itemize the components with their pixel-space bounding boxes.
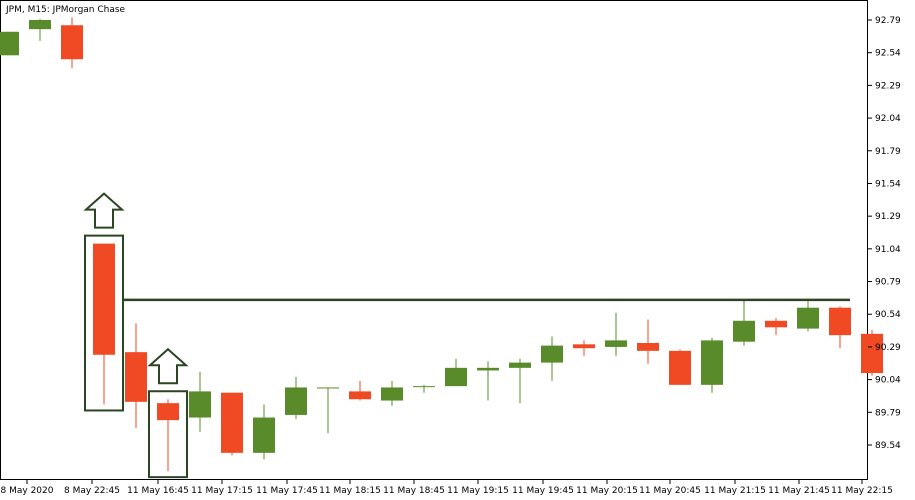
x-tick-label: 11 May 20:15 — [576, 486, 638, 496]
x-tick-label: 11 May 19:45 — [512, 486, 574, 496]
x-tick-label: 8 May 22:45 — [64, 486, 120, 496]
y-tick-label: 90.29 — [875, 343, 901, 353]
candle — [637, 319, 659, 364]
candle — [541, 336, 563, 381]
candle — [509, 358, 531, 404]
candle-body — [637, 343, 659, 351]
candle-body — [189, 391, 211, 418]
y-tick-label: 91.04 — [875, 245, 901, 255]
candle-body — [125, 352, 147, 402]
candle — [381, 380, 403, 406]
candle — [445, 358, 467, 387]
y-tick-label: 91.54 — [875, 179, 901, 189]
candle-body — [221, 392, 243, 453]
candle — [0, 31, 19, 56]
candle-body — [669, 350, 691, 385]
candle-body — [0, 31, 19, 56]
x-tick-label: 11 May 17:45 — [256, 486, 318, 496]
y-tick-label: 92.79 — [875, 16, 901, 26]
x-tick-label: 11 May 16:45 — [127, 486, 189, 496]
candle — [669, 349, 691, 385]
candle — [477, 361, 499, 401]
annotations-layer — [83, 192, 850, 479]
x-tick-label: 11 May 18:45 — [383, 486, 445, 496]
candle — [61, 17, 83, 69]
candle — [253, 404, 275, 460]
x-tick-label: 11 May 17:15 — [191, 486, 253, 496]
candle — [189, 371, 211, 432]
y-tick-label: 92.04 — [875, 114, 901, 124]
candle — [349, 380, 371, 401]
candle — [765, 318, 787, 336]
candle — [157, 399, 179, 472]
up-arrow-icon — [83, 192, 125, 229]
candle-body — [381, 387, 403, 401]
candle-body — [413, 386, 435, 388]
candle-body — [829, 307, 851, 336]
candle — [221, 392, 243, 456]
candle — [733, 299, 755, 346]
candle-body — [701, 340, 723, 385]
candle-body — [765, 320, 787, 328]
candle — [829, 306, 851, 349]
candle-body — [253, 417, 275, 453]
price-axis: 92.79 92.54 92.29 92.04 91.79 91.54 91.29 91.04… — [868, 16, 901, 451]
candle-body — [445, 367, 467, 387]
candle — [413, 384, 435, 393]
y-tick-label: 90.54 — [875, 310, 901, 320]
x-tick-label: 11 May 18:15 — [319, 486, 381, 496]
y-tick-label: 89.79 — [875, 408, 901, 418]
x-tick-label: 11 May 19:15 — [447, 486, 509, 496]
candle — [605, 312, 627, 357]
y-tick-label: 92.29 — [875, 81, 901, 91]
candle — [861, 329, 883, 376]
y-tick-label: 89.54 — [875, 441, 901, 451]
candle-body — [93, 243, 115, 355]
candle-body — [61, 25, 83, 60]
y-tick-label: 90.79 — [875, 278, 901, 288]
x-tick-label: 11 May 22:15 — [831, 486, 893, 496]
y-tick-label: 91.79 — [875, 147, 901, 157]
highlight-box — [84, 234, 124, 412]
candle-body — [349, 391, 371, 400]
candle-body — [797, 307, 819, 329]
candle-body — [605, 340, 627, 347]
y-tick-label: 92.54 — [875, 49, 901, 59]
up-arrow-icon — [147, 347, 189, 385]
candle — [29, 18, 51, 41]
candle-body — [317, 387, 339, 389]
candle-body — [29, 20, 51, 30]
x-tick-label: 8 May 2020 — [1, 486, 54, 496]
chart-border — [0, 0, 868, 480]
candle-body — [573, 344, 595, 349]
highlight-box — [148, 390, 188, 479]
candle — [573, 340, 595, 357]
candle-body — [733, 320, 755, 342]
candle-body — [541, 345, 563, 363]
candle — [701, 337, 723, 393]
candle-body — [861, 333, 883, 374]
candle-body — [157, 403, 179, 421]
candle — [93, 243, 115, 405]
candle — [317, 387, 339, 434]
x-tick-label: 11 May 21:45 — [768, 486, 830, 496]
candles-layer — [0, 17, 883, 472]
candle-body — [285, 387, 307, 415]
y-tick-label: 91.29 — [875, 212, 901, 222]
x-tick-label: 11 May 21:15 — [704, 486, 766, 496]
candle-body — [477, 367, 499, 371]
candle — [285, 377, 307, 419]
x-tick-label: 11 May 20:45 — [639, 486, 701, 496]
candle-body — [509, 362, 531, 368]
candle — [125, 323, 147, 428]
candle — [797, 298, 819, 332]
chart-title: JPM, M15: JPMorgan Chase — [5, 5, 126, 15]
y-tick-label: 90.04 — [875, 376, 901, 386]
time-axis: 8 May 2020 8 May 22:45 11 May 16:45 11 May … — [1, 480, 893, 496]
